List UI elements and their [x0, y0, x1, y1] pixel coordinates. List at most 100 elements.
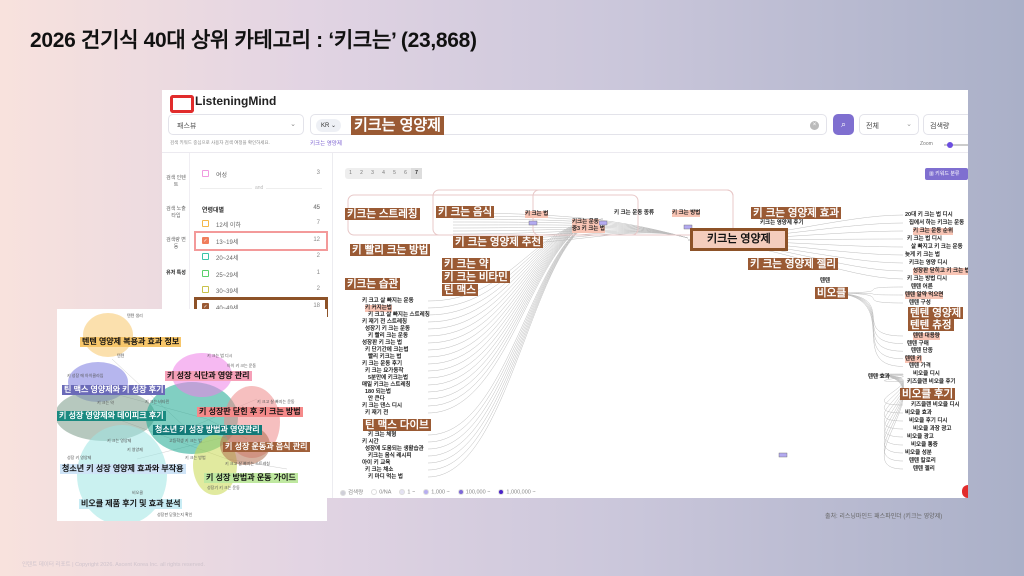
page-6[interactable]: 6	[404, 170, 407, 176]
graph-keyword[interactable]: 키 커지는법	[365, 305, 392, 312]
graph-keyword[interactable]: 아이 키 교육	[362, 460, 391, 466]
graph-keyword[interactable]: 비오클 후기 디시	[909, 418, 948, 424]
cluster-keyword[interactable]: 키 크고 살 빠지는 운동	[257, 399, 295, 404]
graph-keyword[interactable]: 늦게 키 크는 법	[905, 252, 940, 258]
checkbox[interactable]	[202, 269, 209, 277]
graph-keyword[interactable]: 비오클 디시	[913, 371, 940, 377]
zoom-slider[interactable]	[944, 144, 968, 146]
graph-keyword[interactable]: 키크는 영양제 후기	[760, 220, 804, 226]
chat-widget[interactable]	[962, 485, 968, 498]
graph-keyword[interactable]: 텐텐	[820, 278, 831, 284]
graph-keyword[interactable]: 비오클 광고	[907, 434, 934, 440]
graph-keyword[interactable]: 키 크는 요가동작	[365, 368, 404, 374]
clear-icon[interactable]: ×	[810, 121, 819, 130]
cluster-keyword[interactable]: 키 영양제	[127, 447, 143, 452]
graph-keyword[interactable]: 비오클 통증	[911, 442, 938, 448]
nav-user-traits[interactable]: 유저 특성	[166, 270, 186, 276]
cluster-keyword[interactable]: 키 크고 살 빠지는 스트레칭	[225, 461, 270, 466]
graph-keyword[interactable]: 키 크는 운동 순위	[913, 228, 954, 235]
graph-keyword[interactable]: 텐텐 알약 먹으면	[905, 292, 944, 299]
scope-select[interactable]: 전체 ⌄	[859, 114, 919, 135]
graph-keyword[interactable]: 성장에 도움되는 생활습관	[365, 446, 424, 452]
graph-keyword-highlight[interactable]: 키크는 습관	[345, 278, 401, 290]
graph-keyword[interactable]: 안 큰다	[368, 396, 385, 402]
page-5[interactable]: 5	[393, 170, 396, 176]
filter-age-2[interactable]: 20~24세 2	[200, 252, 322, 263]
page-2[interactable]: 2	[360, 170, 363, 176]
graph-keyword-highlight[interactable]: 비오클 후기	[900, 388, 956, 400]
graph-keyword[interactable]: 텐텐 구매	[907, 340, 929, 347]
graph-keyword-highlight[interactable]: 텐텐 츄정	[908, 319, 954, 331]
metric-select[interactable]: 검색량	[923, 114, 968, 135]
search-button[interactable]: ⌕	[833, 114, 854, 135]
checkbox[interactable]: ✓	[202, 236, 209, 244]
cluster-keyword[interactable]: 성장기 키 크는 운동	[207, 485, 240, 490]
filter-age-3[interactable]: 25~29세 1	[200, 269, 322, 280]
graph-node[interactable]	[683, 224, 693, 230]
graph-keyword[interactable]: 텐텐 구성	[909, 300, 931, 306]
graph-keyword[interactable]: 키 단기간에 크는법	[365, 347, 409, 353]
cluster-keyword[interactable]: 아이 키 크는 운동	[227, 363, 257, 368]
graph-keyword[interactable]: 키 크는 체형	[368, 432, 397, 438]
graph-keyword[interactable]: 키즈클랜 비오클 디시	[911, 402, 960, 408]
path-graph[interactable]: 키크는 스트레칭 키 크는 음식 키 빨리 크는 방법 키 크는 영양제 추천 키 크는…	[333, 153, 968, 498]
graph-keyword[interactable]: 키 빨리 크는 운동	[368, 333, 409, 339]
graph-keyword[interactable]: 5분만에 키크는법	[368, 375, 409, 381]
graph-keyword[interactable]: 텐텐 젤리	[913, 466, 935, 472]
graph-keyword[interactable]: 매일 키크는 스트레칭	[362, 382, 411, 388]
graph-keyword[interactable]: 텐텐 가격	[909, 363, 931, 370]
cluster-keyword[interactable]: 키 크는 비타민	[145, 399, 170, 404]
cluster-keyword[interactable]: 키 크는 방법	[185, 455, 206, 460]
graph-keyword[interactable]: 키 크는 방법 디시	[907, 276, 948, 282]
graph-keyword-highlight[interactable]: 틴 맥스	[442, 284, 478, 296]
graph-keyword[interactable]: 키 마디 먹는 법	[368, 474, 403, 480]
graph-keyword[interactable]: 키 크고 살 빠지는 스트레칭	[368, 312, 430, 318]
graph-keyword[interactable]: 20대 키 크는 법 디시	[905, 212, 953, 218]
graph-keyword-highlight[interactable]: 키 크는 약	[442, 258, 491, 270]
graph-keyword[interactable]: 키 크는 운동 종류	[614, 210, 655, 216]
cluster-label[interactable]: 키 성장 방법과 운동 가이드	[204, 473, 298, 483]
graph-keyword[interactable]: 텐텐 칼로리	[909, 458, 936, 464]
graph-keyword[interactable]: 비오클 효과	[905, 410, 932, 416]
graph-keyword-highlight[interactable]: 키 빨리 크는 방법	[350, 244, 431, 256]
cluster-keyword[interactable]: 키 크는 영양제	[107, 438, 132, 443]
graph-keyword[interactable]: 텐텐 어른	[911, 284, 933, 290]
cluster-keyword[interactable]: 키 성장 에 아이클라임	[67, 373, 104, 378]
nav-search-intent[interactable]: 검색 인텐트	[166, 175, 186, 188]
filter-female[interactable]: 여성 3	[200, 169, 322, 180]
graph-keyword[interactable]: 텐텐 효과	[868, 374, 890, 380]
graph-keyword[interactable]: 키 크는 법	[525, 211, 549, 218]
graph-keyword[interactable]: 키크는 음식 레시피	[368, 453, 412, 459]
graph-keyword-highlight[interactable]: 틴 맥스 다이브	[363, 419, 431, 431]
graph-keyword[interactable]: 키즈클랜 비오클 후기	[907, 378, 956, 385]
graph-keyword-highlight[interactable]: 키 크는 영양제 추천	[453, 236, 544, 248]
cluster-keyword[interactable]: 비오클	[132, 490, 144, 495]
cluster-label[interactable]: 키 성장 영양제와 데이피크 후기	[57, 411, 166, 421]
cluster-label[interactable]: 비오클 제품 후기 및 효과 분석	[79, 499, 183, 509]
zoom-slider-handle[interactable]	[947, 142, 953, 148]
cluster-label[interactable]: 청소년 키 성장 방법과 영양관리	[153, 425, 262, 435]
graph-keyword[interactable]: 키 크는 법 디시	[907, 236, 942, 242]
graph-keyword-highlight[interactable]: 키 크는 비타민	[442, 271, 510, 283]
page-3[interactable]: 3	[371, 170, 374, 176]
graph-keyword[interactable]: 키 재기 전 스트레칭	[362, 319, 408, 325]
filter-age-4[interactable]: 30~39세 2	[200, 285, 322, 296]
graph-keyword[interactable]: 키 크는 채소	[365, 467, 394, 473]
graph-keyword[interactable]: 180 되는법	[365, 389, 391, 395]
hint-keyword[interactable]: 키크는 영양제	[310, 141, 342, 147]
checkbox[interactable]	[202, 220, 209, 227]
filter-age-0[interactable]: 12세 이하 7	[200, 219, 322, 230]
graph-keyword[interactable]: 키크는 운동	[572, 219, 599, 226]
cluster-keyword[interactable]: 키 크는 약	[97, 400, 114, 405]
cluster-keyword[interactable]: 성장 키 영양제	[67, 455, 92, 460]
graph-hub-keyword[interactable]: 키크는 영양제	[690, 228, 788, 251]
country-select[interactable]: KR ⌄	[316, 119, 342, 132]
cluster-keyword[interactable]: 텐텐	[117, 353, 125, 358]
graph-keyword[interactable]: 살 빠지고 키 크는 운동	[911, 244, 963, 250]
graph-keyword[interactable]: 중3 키 크는 법	[572, 226, 605, 233]
cluster-label[interactable]: 텐텐 영양제 복용과 효과 정보	[80, 337, 182, 347]
graph-keyword[interactable]: 키 크고 살 빠지는 운동	[362, 298, 414, 304]
graph-keyword[interactable]: 텐텐 키	[905, 355, 922, 363]
checkbox[interactable]	[202, 286, 209, 293]
filter-age-1[interactable]: ✓ 13~19세 12	[200, 236, 322, 247]
